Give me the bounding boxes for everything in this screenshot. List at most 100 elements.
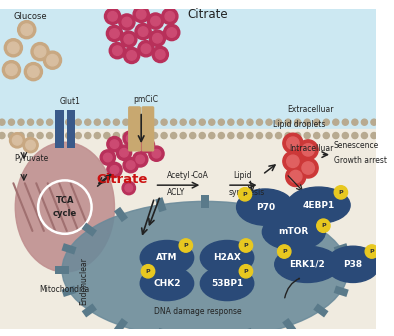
Bar [82,303,97,318]
Text: Citrate: Citrate [97,173,148,186]
Circle shape [228,132,234,139]
Bar [243,328,255,336]
Circle shape [285,132,291,139]
Bar [61,243,76,255]
Circle shape [161,119,167,125]
Circle shape [46,132,53,139]
Text: P: P [243,243,248,248]
Circle shape [302,144,314,156]
Bar [155,197,167,212]
Bar [55,110,64,148]
Text: Intracelluar: Intracelluar [290,144,334,153]
Circle shape [120,149,128,157]
Circle shape [109,43,125,59]
Ellipse shape [287,187,350,223]
Circle shape [152,34,162,43]
Ellipse shape [15,142,115,272]
Circle shape [107,162,122,177]
Ellipse shape [200,241,254,275]
Circle shape [2,61,20,79]
Circle shape [43,51,61,69]
Text: P70: P70 [256,203,275,212]
Circle shape [237,132,243,139]
Text: P: P [184,243,188,248]
Text: P: P [243,192,247,197]
Circle shape [275,119,282,125]
Bar [155,328,167,336]
Circle shape [107,136,122,152]
Circle shape [104,8,121,25]
Circle shape [287,155,299,168]
Circle shape [190,119,196,125]
Text: 53BP1: 53BP1 [211,279,243,288]
Circle shape [149,30,165,46]
Circle shape [138,27,148,36]
Circle shape [142,132,148,139]
Circle shape [126,161,135,169]
Bar [82,223,97,237]
Circle shape [28,66,39,77]
FancyBboxPatch shape [142,107,154,151]
Bar [0,9,376,129]
Circle shape [126,134,135,143]
Circle shape [143,141,151,150]
Circle shape [127,51,136,60]
Circle shape [287,137,299,150]
Circle shape [323,119,329,125]
Circle shape [106,25,123,42]
Circle shape [266,132,272,139]
Circle shape [179,239,193,252]
Ellipse shape [275,246,340,283]
Circle shape [333,119,339,125]
Bar [55,266,69,274]
Bar [114,207,128,222]
Text: Glucose: Glucose [14,12,47,21]
Circle shape [342,132,348,139]
Circle shape [365,245,379,258]
Circle shape [8,119,15,125]
Text: Lipid: Lipid [234,171,252,180]
Bar [334,286,349,297]
Text: P: P [243,269,248,274]
Text: ACLY: ACLY [167,188,185,197]
Circle shape [23,137,38,153]
Circle shape [295,119,301,125]
Circle shape [123,131,138,146]
Circle shape [0,132,5,139]
Circle shape [190,132,196,139]
Text: P: P [370,249,374,254]
Ellipse shape [140,266,194,301]
Circle shape [0,119,5,125]
Text: H2AX: H2AX [213,253,241,262]
Circle shape [75,119,81,125]
Circle shape [266,119,272,125]
Circle shape [136,155,145,164]
Bar [282,207,296,222]
Circle shape [100,150,115,165]
Text: P: P [338,190,343,195]
Circle shape [94,119,100,125]
Circle shape [66,132,72,139]
Bar [114,318,128,333]
Circle shape [123,132,129,139]
Text: P: P [146,269,151,274]
Text: Glut1: Glut1 [59,97,80,106]
Circle shape [304,132,310,139]
Text: Endonuclear: Endonuclear [80,258,88,305]
Circle shape [4,39,22,57]
Circle shape [113,119,119,125]
Circle shape [171,119,177,125]
Circle shape [323,132,329,139]
Circle shape [138,41,154,57]
Circle shape [180,132,186,139]
Bar [61,286,76,297]
Bar [67,110,75,148]
Text: Citrate: Citrate [187,8,228,21]
Circle shape [361,119,368,125]
Circle shape [124,47,140,64]
Circle shape [317,219,330,233]
Circle shape [104,132,110,139]
Text: Mitochondria: Mitochondria [40,285,90,294]
Text: ERK1/2: ERK1/2 [289,260,325,269]
Circle shape [352,132,358,139]
